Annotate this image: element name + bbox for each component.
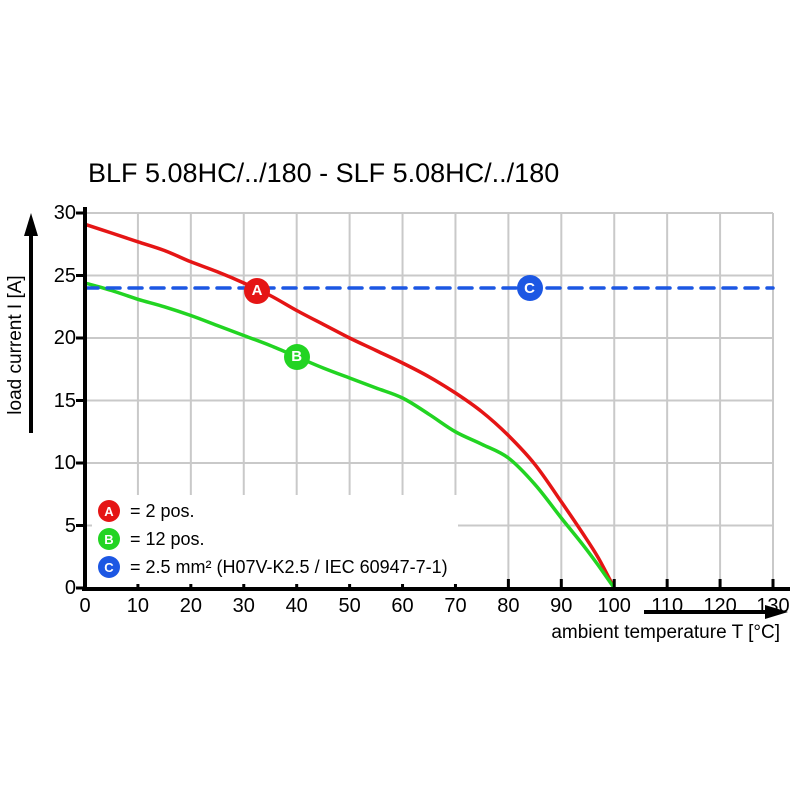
legend: A = 2 pos. B = 12 pos. C = 2.5 mm² (H07V-K2.5… — [92, 495, 458, 584]
x-tick-label: 20 — [179, 595, 202, 617]
x-tick-label: 10 — [126, 595, 150, 617]
x-tick-label: 100 — [597, 595, 631, 617]
x-tick-label: 90 — [550, 595, 573, 617]
marker-a: A — [244, 277, 270, 304]
series-curve-a — [83, 222, 616, 590]
legend-dot-b-icon: B — [98, 528, 120, 550]
y-axis-label: load current I [A] — [5, 275, 26, 415]
y-tick-label: 0 — [64, 577, 76, 599]
x-tick-label: 110 — [651, 595, 684, 617]
y-tick-label: 15 — [53, 389, 76, 412]
chart-title: BLF 5.08HC/../180 - SLF 5.08HC/../180 — [88, 158, 560, 188]
x-tick-label: 40 — [285, 595, 308, 617]
y-tick-label: 20 — [53, 327, 76, 349]
series-curve-b — [83, 281, 616, 590]
y-tick-label: 30 — [53, 202, 76, 224]
x-axis-arrowhead-icon — [765, 605, 788, 619]
x-tick-label: 0 — [79, 595, 91, 617]
legend-item-a: A = 2 pos. — [98, 499, 448, 523]
y-tick-label: 25 — [53, 264, 76, 287]
x-tick-label: 80 — [497, 595, 520, 617]
legend-dot-c-icon: C — [98, 556, 120, 578]
x-tick-label: 120 — [703, 595, 737, 617]
y-axis-tick-labels: 0 5 10 15 20 25 30 — [32, 0, 76, 800]
y-tick-label: 5 — [64, 514, 76, 537]
legend-item-b: B = 12 pos. — [98, 527, 448, 551]
x-tick-label: 60 — [391, 595, 414, 617]
legend-label: = 2 pos. — [130, 500, 195, 521]
y-tick-label: 10 — [53, 452, 76, 474]
marker-c: C — [516, 275, 543, 301]
x-tick-label: 130 — [756, 595, 790, 617]
legend-label: = 12 pos. — [130, 528, 205, 549]
x-axis-label: ambient temperature T [°C] — [551, 622, 780, 643]
marker-b: B — [283, 343, 310, 370]
y-axis-arrowhead-icon — [24, 213, 38, 236]
x-tick-label: 50 — [338, 595, 361, 617]
legend-label: = 2.5 mm² (H07V-K2.5 / IEC 60947-7-1) — [130, 556, 448, 577]
x-tick-label: 70 — [444, 595, 467, 617]
legend-dot-a-icon: A — [98, 500, 120, 522]
legend-item-c: C = 2.5 mm² (H07V-K2.5 / IEC 60947-7-1) — [98, 555, 448, 579]
x-tick-label: 30 — [232, 595, 255, 617]
